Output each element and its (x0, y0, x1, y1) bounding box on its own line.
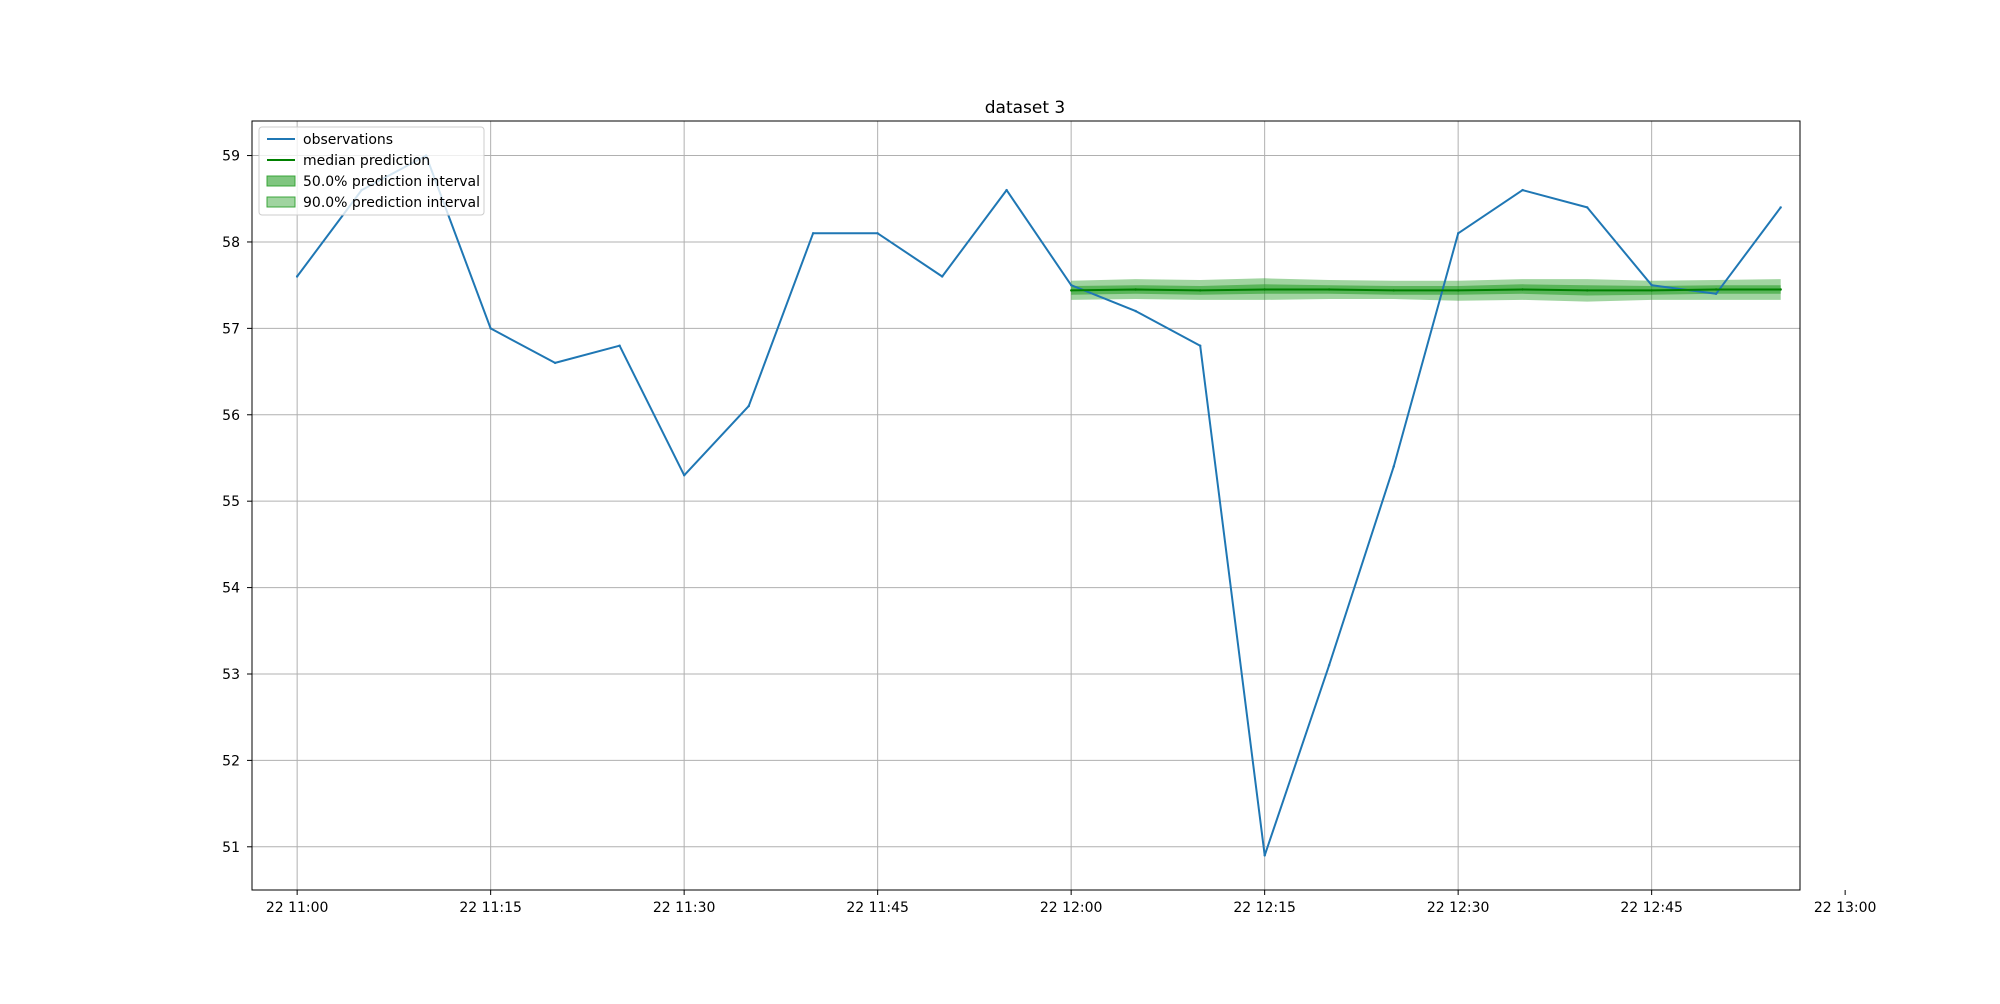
observations-point (1199, 344, 1202, 347)
legend: observations median prediction 50.0% predi… (258, 126, 485, 216)
data-series (295, 154, 1782, 857)
observations-point (1327, 664, 1331, 667)
observations-point (1521, 188, 1524, 192)
legend-median-label: median prediction (303, 153, 430, 169)
legend-observations-label: observations (303, 132, 393, 148)
observations-point (1457, 232, 1460, 235)
observations-point (618, 344, 621, 347)
observations-point (1779, 206, 1782, 209)
x-tick-label: 22 12:00 (1040, 900, 1103, 916)
plot-frame (251, 120, 1801, 891)
median-point (1714, 288, 1718, 291)
observations-point (941, 275, 944, 278)
y-tick-label: 56 (222, 408, 240, 424)
observations-point (553, 361, 557, 365)
median-line (1071, 288, 1781, 292)
median-point (1070, 289, 1073, 292)
x-tick-label: 22 12:30 (1427, 900, 1490, 916)
y-tick-label: 55 (222, 494, 240, 510)
observations-point (1070, 284, 1073, 287)
median-point (1134, 288, 1137, 291)
observations-point (1714, 292, 1718, 295)
observations-point (1005, 188, 1008, 192)
observations-point (876, 232, 879, 235)
median-point (1263, 288, 1266, 291)
x-tick-label: 22 11:15 (459, 900, 522, 916)
legend-interval-50-swatch (266, 175, 296, 187)
observations-point (489, 327, 492, 330)
y-tick-label: 51 (222, 840, 240, 856)
axis-ticks: 22 11:00 22 11:15 22 11:30 22 11:45 22 12:00… (222, 149, 1876, 916)
median-point (1586, 289, 1589, 292)
observations-point (683, 474, 686, 477)
median-point (1521, 288, 1524, 291)
observations-point (1586, 206, 1589, 209)
legend-interval-90-label: 90.0% prediction interval (303, 195, 480, 211)
x-tick-label: 22 12:45 (1620, 900, 1683, 916)
median-point (1327, 288, 1331, 291)
observations-line (296, 154, 1782, 857)
chart-title: dataset 3 (985, 98, 1066, 118)
observations-point (295, 275, 299, 278)
y-tick-label: 54 (222, 581, 240, 597)
x-tick-label: 22 11:45 (846, 900, 909, 916)
observations-point (1263, 854, 1266, 857)
median-point (1457, 289, 1460, 292)
legend-interval-50-label: 50.0% prediction interval (303, 174, 480, 190)
y-tick-label: 59 (222, 149, 240, 165)
grid-lines (252, 121, 1800, 890)
y-tick-label: 57 (222, 321, 240, 337)
legend-box (258, 126, 485, 216)
median-point (1650, 289, 1653, 292)
observations-point (1392, 465, 1395, 468)
y-tick-label: 58 (222, 235, 240, 251)
observations-point (811, 232, 815, 235)
y-tick-label: 53 (222, 667, 240, 683)
y-tick-label: 52 (222, 753, 240, 769)
median-point (1779, 288, 1782, 291)
median-point (1392, 289, 1395, 292)
legend-interval-90-swatch (266, 196, 296, 208)
observations-point (1650, 284, 1653, 287)
observations-point (1134, 309, 1137, 313)
x-tick-label: 22 11:30 (653, 900, 716, 916)
x-tick-label: 22 11:00 (266, 900, 329, 916)
x-tick-label: 22 13:00 (1814, 900, 1877, 916)
x-tick-label: 22 12:15 (1233, 900, 1296, 916)
median-point (1199, 289, 1202, 292)
observations-point (747, 404, 750, 408)
